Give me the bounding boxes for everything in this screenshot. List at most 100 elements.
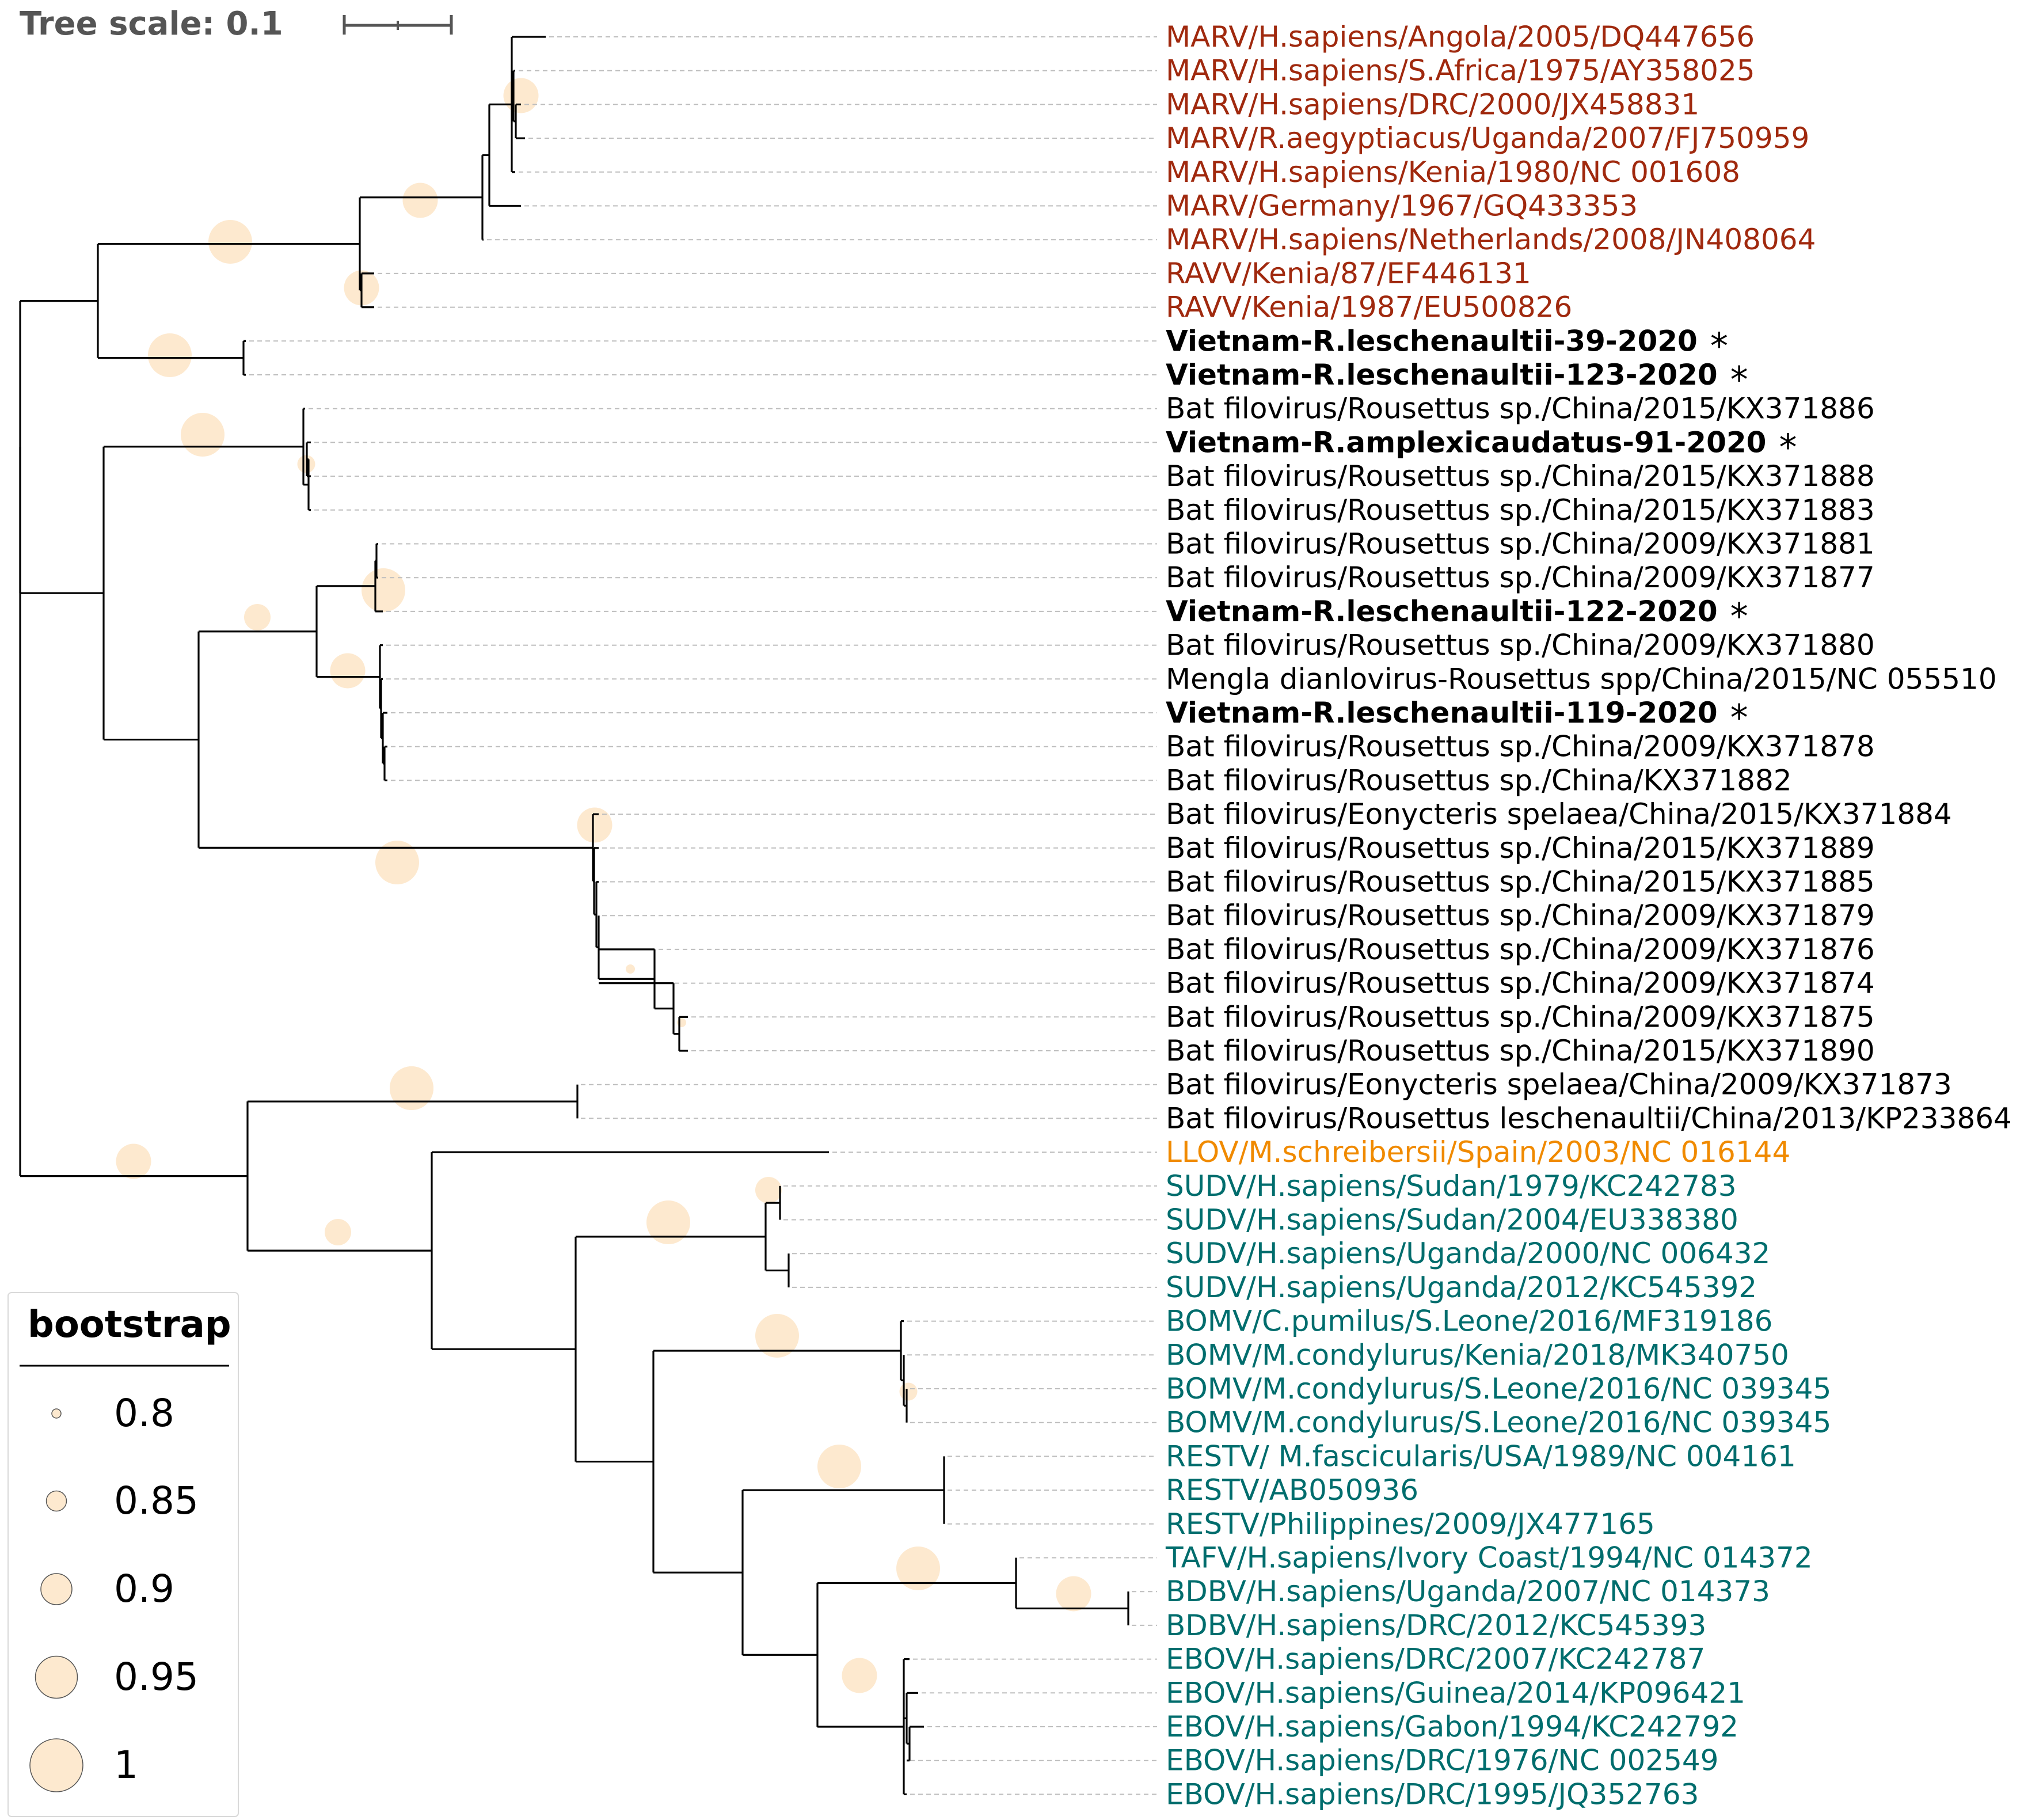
legend-circle-0.85 bbox=[45, 1490, 67, 1512]
leaf-label: BDBV/H.sapiens/Uganda/2007/NC 014373 bbox=[1166, 1575, 1770, 1608]
leaf-label: Bat filovirus/Rousettus sp./China/2015/K… bbox=[1166, 831, 1875, 865]
star-icon: * bbox=[1730, 595, 1748, 637]
leaf-label: SUDV/H.sapiens/Uganda/2000/NC 006432 bbox=[1166, 1237, 1770, 1270]
bootstrap-circle-root bbox=[116, 1143, 151, 1179]
leaf-label: Bat filovirus/Rousettus sp./China/2015/K… bbox=[1166, 392, 1875, 425]
leaf-label: EBOV/H.sapiens/Gabon/1994/KC242792 bbox=[1166, 1710, 1738, 1743]
leaf-label: Vietnam-R.leschenaultii-123-2020 bbox=[1166, 358, 1718, 392]
legend-label: 0.8 bbox=[114, 1391, 174, 1435]
bootstrap-circle-m_b bbox=[503, 78, 539, 113]
bootstrap-circle-c1 bbox=[181, 413, 225, 457]
leaf-label: Vietnam-R.leschenaultii-122-2020 bbox=[1166, 595, 1718, 628]
bootstrap-circle-s1 bbox=[755, 1177, 782, 1203]
legend-circle-0.8 bbox=[51, 1408, 62, 1419]
legend-items: 0.8 0.85 0.9 0.95 1 bbox=[29, 1391, 199, 1792]
legend-label: 0.95 bbox=[114, 1655, 199, 1699]
tree-scale-label: Tree scale: 0.1 bbox=[20, 5, 283, 43]
leaf-label: BOMV/M.condylurus/Kenia/2018/MK340750 bbox=[1166, 1338, 1789, 1371]
leaf-label: TAFV/H.sapiens/Ivory Coast/1994/NC 01437… bbox=[1165, 1541, 1813, 1575]
bootstrap-circle-bd bbox=[1056, 1576, 1091, 1612]
bootstrap-circle-ebo bbox=[842, 1658, 877, 1693]
leaf-label: RESTV/Philippines/2009/JX477165 bbox=[1166, 1507, 1655, 1541]
leaf-label: EBOV/H.sapiens/Guinea/2014/KP096421 bbox=[1166, 1676, 1745, 1709]
leaf-label: SUDV/H.sapiens/Uganda/2012/KC545392 bbox=[1166, 1271, 1757, 1304]
leaf-label: Bat filovirus/Rousettus sp./China/2015/K… bbox=[1166, 1034, 1875, 1067]
tree-branches bbox=[19, 36, 1129, 1795]
legend-circle-0.9 bbox=[40, 1573, 73, 1605]
bootstrap-circle-res bbox=[817, 1445, 861, 1488]
leaf-label: Bat filovirus/Rousettus sp./China/2015/K… bbox=[1166, 493, 1875, 527]
leaf-label: Vietnam-R.leschenaultii-119-2020 bbox=[1166, 696, 1718, 729]
leaf-label: Bat filovirus/Rousettus sp./China/2009/K… bbox=[1166, 899, 1875, 932]
bootstrap-circle-c2 bbox=[362, 568, 405, 612]
bootstrap-circle-b2 bbox=[899, 1382, 918, 1401]
star-icon: * bbox=[1730, 697, 1748, 739]
legend-title: bootstrap bbox=[28, 1304, 231, 1346]
leaf-label: MARV/H.sapiens/S.Africa/1975/AY358025 bbox=[1166, 54, 1755, 88]
legend-circle-1 bbox=[29, 1738, 83, 1792]
bootstrap-legend: bootstrap 0.8 0.85 0.9 0.95 1 bbox=[7, 1292, 239, 1817]
bootstrap-circle-e1 bbox=[390, 1066, 433, 1110]
star-icon: * bbox=[1779, 426, 1797, 468]
leaf-label: Vietnam-R.leschenaultii-39-2020 bbox=[1166, 324, 1698, 358]
legend-box bbox=[7, 1292, 239, 1817]
leaf-label: Bat filovirus/Eonycteris spelaea/China/2… bbox=[1166, 797, 1952, 831]
bootstrap-circles bbox=[116, 78, 1091, 1693]
tree-scale: Tree scale: 0.1 bbox=[20, 5, 453, 43]
leaf-label: EBOV/H.sapiens/DRC/1995/JQ352763 bbox=[1166, 1777, 1699, 1811]
bootstrap-circle-m_d bbox=[402, 183, 438, 218]
bootstrap-circle-c23 bbox=[244, 604, 271, 630]
leaf-label: EBOV/H.sapiens/DRC/2007/KC242787 bbox=[1166, 1643, 1705, 1676]
leaf-label: MARV/H.sapiens/DRC/2000/JX458831 bbox=[1166, 88, 1699, 121]
bootstrap-circle-cd bbox=[375, 841, 419, 884]
leaf-label: Bat filovirus/Rousettus sp./China/2009/K… bbox=[1166, 1000, 1875, 1034]
leaf-label: LLOV/M.schreibersii/Spain/2003/NC 016144 bbox=[1166, 1135, 1790, 1169]
bootstrap-circle-lower bbox=[325, 1219, 351, 1245]
leaf-label: Bat filovirus/Rousettus sp./China/2009/K… bbox=[1166, 527, 1875, 561]
bootstrap-circle-d bbox=[577, 807, 612, 843]
leaf-label: MARV/H.sapiens/Netherlands/2008/JN408064 bbox=[1166, 223, 1816, 256]
star-icon: * bbox=[1730, 359, 1748, 401]
leaf-label: MARV/H.sapiens/Angola/2005/DQ447656 bbox=[1166, 20, 1755, 54]
leaf-label: SUDV/H.sapiens/Sudan/2004/EU338380 bbox=[1166, 1203, 1738, 1237]
leaf-label: Vietnam-R.amplexicaudatus-91-2020 bbox=[1166, 425, 1766, 459]
leaf-label: Bat filovirus/Rousettus sp./China/2009/K… bbox=[1166, 967, 1875, 1000]
leaf-label: BOMV/C.pumilus/S.Leone/2016/MF319186 bbox=[1166, 1305, 1772, 1338]
leaf-label: Bat filovirus/Rousettus leschenaultii/Ch… bbox=[1166, 1101, 2012, 1135]
bootstrap-circle-viet1 bbox=[148, 333, 192, 377]
leaf-label: BOMV/M.condylurus/S.Leone/2016/NC 039345 bbox=[1166, 1406, 1831, 1439]
bootstrap-circle-tb bbox=[896, 1547, 940, 1590]
leaf-label: RESTV/AB050936 bbox=[1166, 1473, 1418, 1507]
leaf-label: Bat filovirus/Rousettus sp./China/2009/K… bbox=[1166, 561, 1875, 594]
leaf-label: BDBV/H.sapiens/DRC/2012/KC545393 bbox=[1166, 1609, 1706, 1642]
leaf-label: RESTV/ M.fascicularis/USA/1989/NC 004161 bbox=[1166, 1439, 1796, 1473]
label-guides bbox=[249, 36, 1157, 1795]
bootstrap-circle-sud bbox=[646, 1200, 690, 1244]
leaf-label: Bat filovirus/Rousettus sp./China/2009/K… bbox=[1166, 629, 1875, 662]
leaf-label: BOMV/M.condylurus/S.Leone/2016/NC 039345 bbox=[1166, 1372, 1831, 1405]
leaf-label: MARV/R.aegyptiacus/Uganda/2007/FJ750959 bbox=[1166, 121, 1809, 155]
bootstrap-circle-marv bbox=[208, 220, 252, 264]
leaf-label: Bat filovirus/Rousettus sp./China/2015/K… bbox=[1166, 459, 1875, 493]
leaf-label: MARV/Germany/1967/GQ433353 bbox=[1166, 189, 1638, 223]
leaf-label: Bat filovirus/Rousettus sp./China/2009/K… bbox=[1166, 933, 1875, 966]
legend-label: 1 bbox=[114, 1743, 138, 1787]
leaf-label: EBOV/H.sapiens/DRC/1976/NC 002549 bbox=[1166, 1744, 1719, 1777]
leaf-label: Mengla dianlovirus-Rousettus spp/China/2… bbox=[1166, 662, 1997, 696]
leaf-label: Bat filovirus/Rousettus sp./China/KX3718… bbox=[1166, 763, 1792, 797]
legend-label: 0.9 bbox=[114, 1567, 174, 1611]
leaf-label: Bat filovirus/Eonycteris spelaea/China/2… bbox=[1166, 1068, 1952, 1101]
leaf-label: Bat filovirus/Rousettus sp./China/2015/K… bbox=[1166, 865, 1875, 899]
leaf-label: RAVV/Kenia/87/EF446131 bbox=[1166, 257, 1531, 290]
leaf-label: Bat filovirus/Rousettus sp./China/2009/K… bbox=[1166, 730, 1875, 763]
legend-label: 0.85 bbox=[114, 1479, 199, 1523]
leaf-label: SUDV/H.sapiens/Sudan/1979/KC242783 bbox=[1166, 1169, 1737, 1203]
leaf-label: MARV/H.sapiens/Kenia/1980/NC 001608 bbox=[1166, 155, 1740, 189]
legend-circle-0.95 bbox=[35, 1655, 78, 1699]
leaf-label: RAVV/Kenia/1987/EU500826 bbox=[1166, 291, 1572, 324]
bootstrap-circle-d4 bbox=[626, 964, 635, 974]
leaf-labels: MARV/H.sapiens/Angola/2005/DQ447656MARV/… bbox=[1165, 20, 2012, 1811]
bootstrap-circle-bom bbox=[755, 1314, 799, 1358]
bootstrap-circle-c3 bbox=[330, 653, 366, 689]
